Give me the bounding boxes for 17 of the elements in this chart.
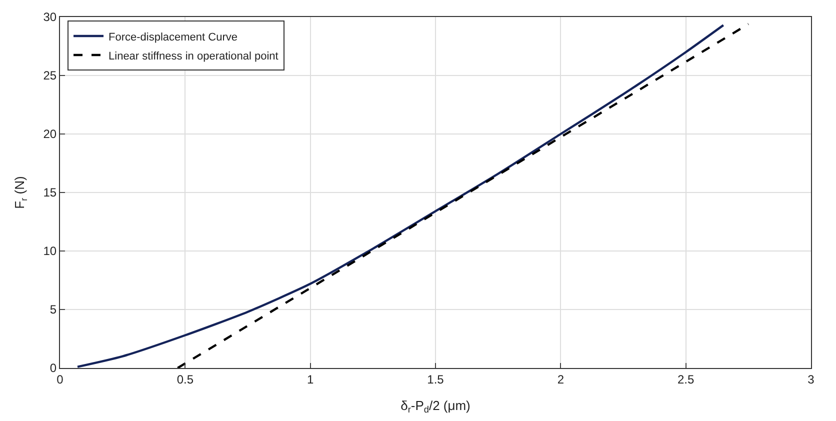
- line-series: [76, 24, 724, 368]
- y-tick-label: 10: [43, 244, 57, 258]
- y-tick-label: 30: [43, 10, 57, 24]
- legend-label: Force-displacement Curve: [108, 31, 238, 44]
- y-tick-label: 15: [43, 186, 57, 200]
- x-tick-label: 0.5: [176, 372, 194, 386]
- x-tick-label: 1.5: [427, 372, 444, 386]
- x-tick-label: 1: [306, 372, 314, 386]
- y-tick-label: 5: [50, 302, 57, 317]
- y-tick-label: 0: [50, 361, 57, 376]
- x-axis-title: δ$_{r}$-P$_{d}$/2 (μm): [400, 398, 470, 415]
- y-tick-label: 20: [43, 127, 57, 142]
- x-tick-label: 2: [557, 372, 564, 386]
- x-tick-label: 2.5: [677, 372, 694, 386]
- y-tick-label: 25: [43, 68, 57, 83]
- x-tick-label: 3: [808, 372, 815, 386]
- legend-label: Linear stiffness in operational point: [108, 50, 278, 62]
